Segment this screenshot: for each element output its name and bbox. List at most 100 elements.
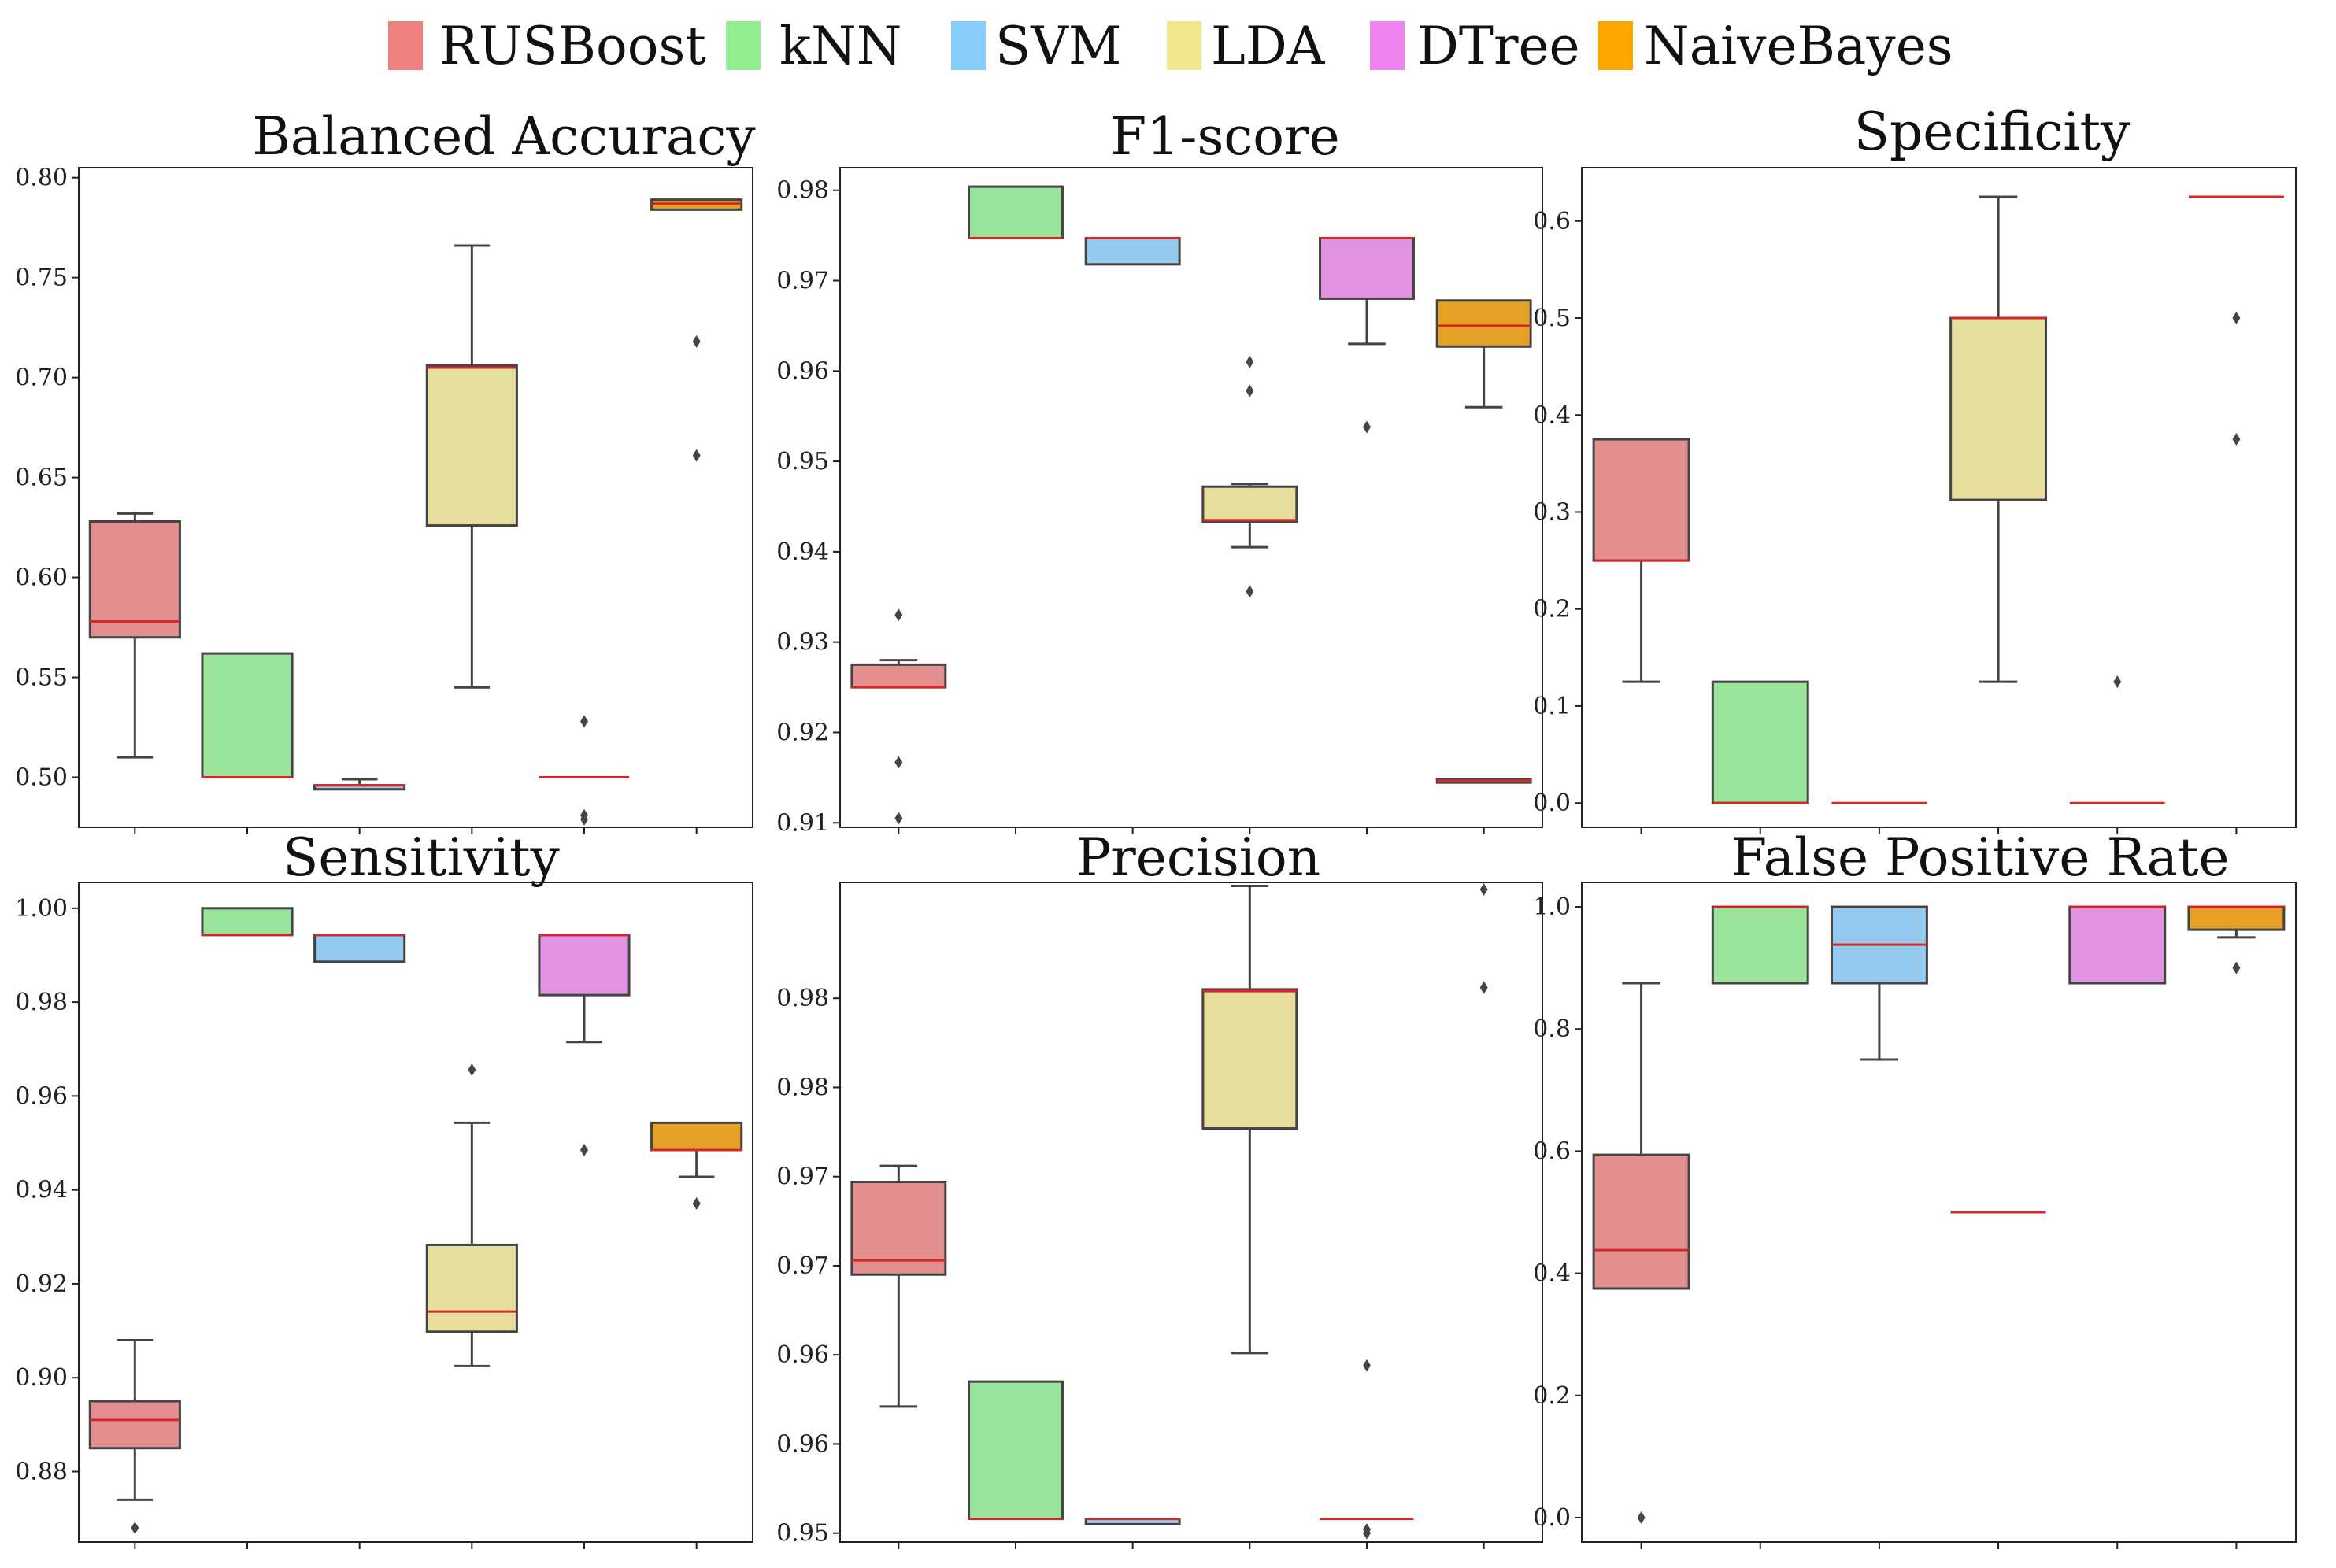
box-dtree — [2068, 905, 2167, 1549]
legend-swatch-knn — [726, 21, 761, 70]
y-tick-label: 0.90 — [15, 1364, 68, 1392]
box-knn — [201, 652, 294, 834]
box-dtree — [1319, 237, 1415, 834]
box-dtree — [1320, 1359, 1414, 1549]
box-svm — [1830, 905, 1928, 1549]
legend-swatch-lda — [1167, 21, 1201, 70]
box-knn — [968, 185, 1064, 834]
y-tick-label: 0.8 — [1533, 1015, 1571, 1043]
panel-5: Precision 0.95 0.96 0.96 0.97 0.97 0.98 0.98 — [776, 778, 1543, 1549]
plot-frame — [78, 167, 753, 828]
y-tick-label: 0.95 — [776, 1520, 829, 1548]
panel-title: Precision — [1076, 827, 1320, 888]
y-tick-label: 0.3 — [1533, 498, 1571, 526]
panel-title: Specificity — [1854, 102, 2131, 162]
box-body — [2187, 905, 2286, 931]
outlier-point — [1246, 585, 1254, 598]
box-body — [1319, 237, 1415, 300]
box-body — [1711, 680, 1809, 804]
y-tick-label: 0.4 — [1533, 1260, 1571, 1288]
box-svm — [313, 934, 406, 1549]
box-lda — [425, 1063, 518, 1549]
box-body — [88, 520, 181, 639]
box-body — [2068, 905, 2167, 985]
chart-panels: Balanced Accuracy 0.50 0.55 0.60 0.65 0.70 0.7… — [15, 102, 2297, 1549]
legend-label-rusboost: RUSBoost — [439, 16, 706, 76]
outlier-point — [2232, 312, 2241, 325]
box-lda — [425, 244, 518, 834]
outlier-point — [692, 335, 701, 348]
y-tick-label: 0.92 — [15, 1270, 68, 1298]
plot-frame — [839, 882, 1543, 1543]
box-body — [1201, 988, 1298, 1130]
plot-frame — [839, 167, 1543, 828]
y-tick-label: 0.98 — [776, 985, 829, 1012]
outlier-point — [468, 1063, 476, 1076]
y-tick-label: 0.98 — [776, 1074, 829, 1101]
y-tick-label: 0.97 — [776, 1252, 829, 1280]
y-tick-label: 0.93 — [776, 629, 829, 656]
outlier-point — [1363, 420, 1371, 434]
y-tick-label: 0.65 — [15, 464, 68, 492]
y-tick-label: 0.2 — [1533, 596, 1571, 623]
box-svm — [1084, 237, 1181, 834]
legend-label-naivebayes: NaiveBayes — [1644, 16, 1953, 76]
y-tick-label: 0.94 — [776, 538, 829, 566]
outlier-point — [1363, 1523, 1371, 1537]
outlier-point — [2232, 433, 2241, 446]
y-tick-label: 0.6 — [1533, 1137, 1571, 1165]
box-body — [88, 1400, 181, 1450]
box-rusboost — [850, 1164, 947, 1549]
outlier-point — [692, 1196, 701, 1210]
box-body — [1592, 438, 1690, 562]
box-naivebayes — [2188, 195, 2284, 834]
outlier-point — [1479, 981, 1488, 994]
y-tick-label: 0.6 — [1533, 208, 1571, 235]
box-rusboost — [1592, 982, 1690, 1549]
box-svm — [1084, 1518, 1181, 1549]
box-knn — [1711, 680, 1809, 834]
box-body — [650, 1121, 743, 1152]
box-naivebayes — [650, 198, 743, 834]
legend: RUSBoost kNN SVM LDA DTree NaiveBayes — [388, 16, 1953, 76]
box-body — [1592, 1153, 1690, 1290]
y-tick-label: 0.97 — [776, 267, 829, 294]
legend-swatch-svm — [951, 21, 986, 70]
box-body — [1084, 237, 1181, 266]
panel-6: False Positive Rate 0.0 0.2 0.4 0.6 0.8 1.0 — [1533, 827, 2297, 1549]
outlier-point — [1363, 1359, 1371, 1372]
y-tick-label: 0.4 — [1533, 401, 1571, 429]
y-tick-label: 0.98 — [776, 177, 829, 205]
box-lda — [1949, 195, 2048, 834]
y-tick-label: 0.96 — [776, 1341, 829, 1369]
y-tick-label: 0.70 — [15, 364, 68, 392]
outlier-point — [580, 812, 588, 826]
legend-label-dtree: DTree — [1417, 16, 1580, 76]
box-knn — [968, 1380, 1064, 1549]
panel-1: Balanced Accuracy 0.50 0.55 0.60 0.65 0.70 0.7… — [15, 106, 756, 834]
legend-label-knn: kNN — [779, 16, 902, 76]
box-naivebayes — [650, 1121, 743, 1549]
y-tick-label: 0.1 — [1533, 693, 1571, 720]
panel-3: Specificity 0.0 0.1 0.2 0.3 0.4 0.5 0.6 — [1533, 102, 2297, 834]
outlier-point — [2113, 675, 2122, 689]
box-svm — [313, 778, 406, 834]
y-tick-label: 0.96 — [776, 357, 829, 385]
plot-frame — [1581, 882, 2297, 1543]
box-body — [538, 934, 631, 997]
y-tick-label: 0.50 — [15, 764, 68, 792]
outlier-point — [692, 449, 701, 462]
legend-label-lda: LDA — [1211, 16, 1326, 76]
y-tick-label: 0.91 — [776, 809, 829, 837]
outlier-point — [1637, 1511, 1646, 1524]
box-body — [425, 1243, 518, 1333]
box-body — [968, 1380, 1064, 1521]
outlier-point — [1246, 355, 1254, 368]
legend-label-svm: SVM — [995, 16, 1121, 76]
y-tick-label: 0.98 — [15, 989, 68, 1016]
box-dtree — [538, 934, 631, 1549]
box-lda — [1201, 885, 1298, 1549]
outlier-point — [894, 756, 903, 769]
box-body — [1435, 299, 1532, 348]
y-tick-label: 0.55 — [15, 664, 68, 692]
